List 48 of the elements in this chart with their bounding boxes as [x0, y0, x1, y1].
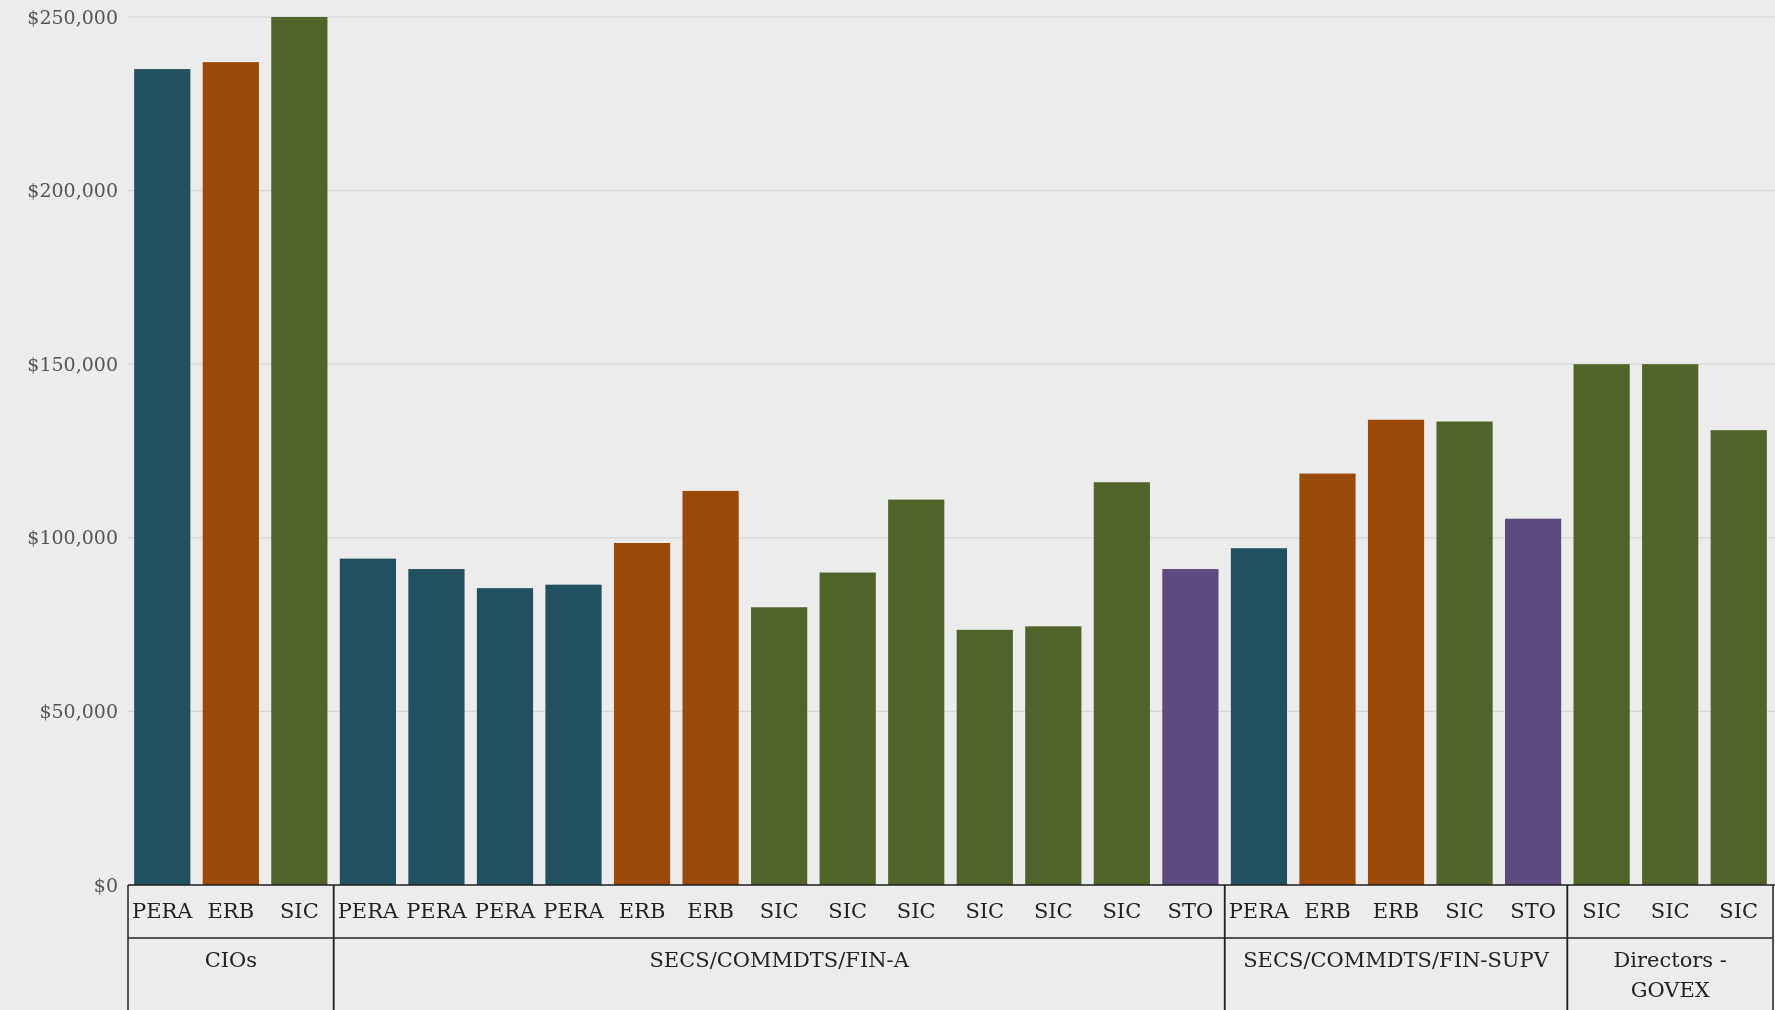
- x-tick-label: PERA: [337, 899, 399, 923]
- x-tick-label: SIC: [1102, 899, 1142, 923]
- x-tick-label: ERB: [1372, 899, 1420, 923]
- x-tick-label: SIC: [965, 899, 1005, 923]
- x-tick-label: SIC: [1445, 899, 1484, 923]
- y-tick-label: $200,000: [27, 179, 118, 202]
- x-tick-label: SIC: [828, 899, 868, 923]
- x-tick-label: PERA: [543, 899, 605, 923]
- y-tick-label: $250,000: [27, 5, 118, 28]
- y-tick-label: $100,000: [27, 526, 118, 549]
- y-tick-label: $0: [93, 873, 118, 896]
- x-tick-label: SIC: [1033, 899, 1073, 923]
- bar: [1093, 482, 1150, 885]
- y-tick-label: $50,000: [39, 700, 118, 723]
- x-tick-label: PERA: [406, 899, 468, 923]
- x-tick-label: STO: [1510, 899, 1556, 923]
- x-tick-label: SIC: [1582, 899, 1622, 923]
- x-tick-label: ERB: [1304, 899, 1351, 923]
- bar: [1710, 430, 1767, 885]
- bar: [1573, 364, 1630, 885]
- x-tick-label: STO: [1167, 899, 1214, 923]
- x-tick-label: SIC: [1719, 899, 1759, 923]
- text: Directors - GOVEX: [1613, 948, 1727, 1002]
- x-tick-label: ERB: [687, 899, 734, 923]
- x-tick-label: SIC: [1650, 899, 1690, 923]
- bar: [134, 69, 191, 885]
- x-tick-label: PERA: [132, 899, 194, 923]
- text: CIOs: [204, 948, 257, 972]
- y-tick-label: $150,000: [27, 352, 118, 375]
- x-tick-label: ERB: [618, 899, 666, 923]
- bar: [1505, 518, 1562, 885]
- bar: [956, 629, 1013, 885]
- x-tick-label: SIC: [759, 899, 799, 923]
- bar: [1025, 626, 1082, 885]
- x-tick-label: PERA: [474, 899, 537, 923]
- bar: [888, 499, 945, 885]
- x-tick-label: ERB: [207, 899, 255, 923]
- bar: [751, 607, 808, 885]
- bar: [1367, 419, 1425, 885]
- x-tick-label: SIC: [896, 899, 936, 923]
- bar: [819, 572, 876, 885]
- bar: [1299, 473, 1356, 885]
- bar: [1642, 364, 1699, 885]
- bar: [1162, 569, 1219, 885]
- x-tick-label: PERA: [1228, 899, 1290, 923]
- text: SECS/COMMDTS/FIN-SUPV: [1243, 948, 1550, 972]
- text: SECS/COMMDTS/FIN-A: [649, 948, 910, 972]
- x-tick-label: SIC: [279, 899, 319, 923]
